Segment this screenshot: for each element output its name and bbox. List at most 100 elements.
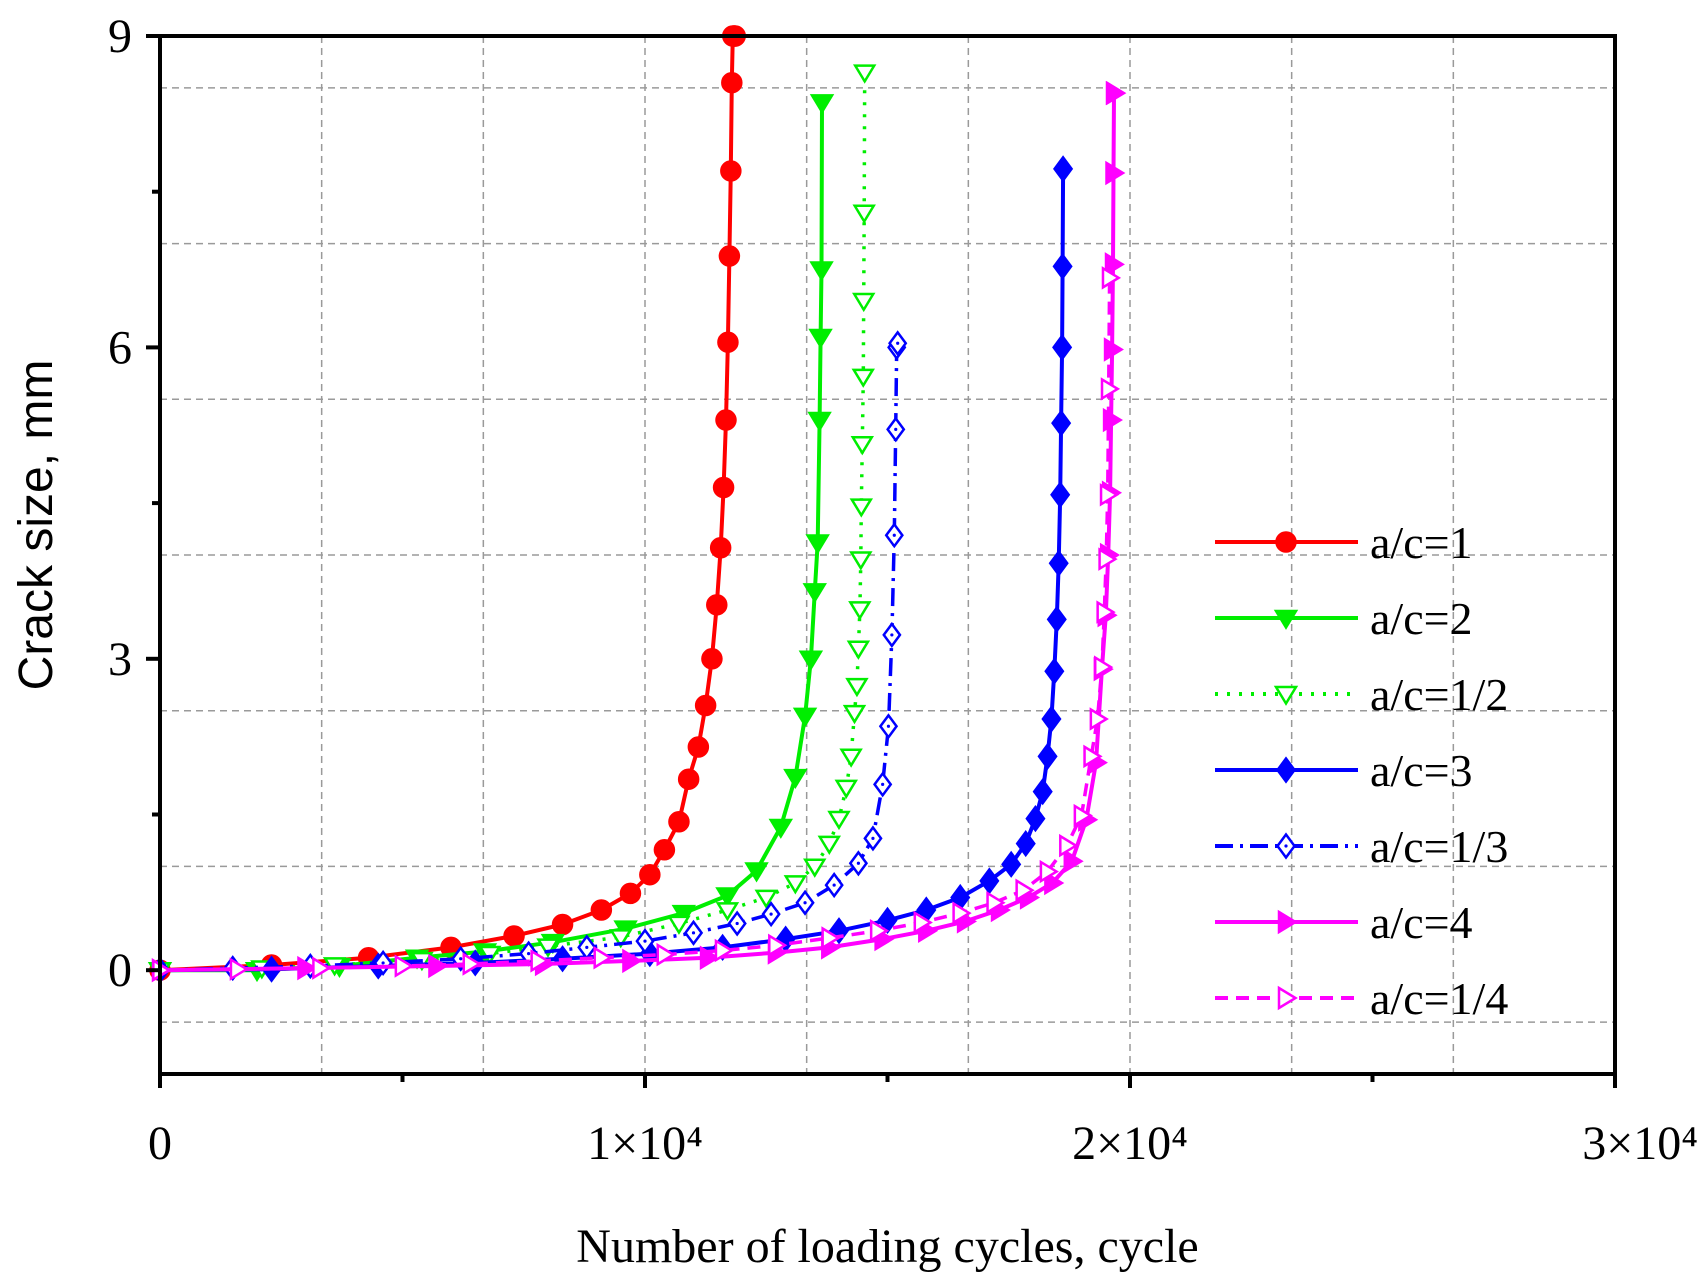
data-point-a-c-1-2 <box>849 551 873 571</box>
data-point-a-c-1-3-dot <box>890 633 894 637</box>
data-point-a-c-1-4 <box>1098 547 1118 571</box>
data-point-a-c-1 <box>706 594 728 616</box>
legend-marker-a-c-1-2 <box>1273 685 1299 706</box>
data-point-a-c-1 <box>619 882 642 905</box>
grid-lines <box>160 36 1615 1074</box>
data-point-a-c-1 <box>709 536 732 559</box>
data-point-a-c-1-2 <box>827 810 851 831</box>
legend-entry-a-c-1: a/c=1 <box>1215 517 1473 568</box>
series-line-a-c-1-2 <box>159 72 867 972</box>
legend-label-a-c-2: a/c=2 <box>1370 593 1473 644</box>
series-a-c-1-2 <box>148 64 877 982</box>
data-point-a-c-1-4 <box>913 910 933 935</box>
data-point-a-c-3 <box>1048 549 1069 577</box>
data-point-a-c-1 <box>639 863 661 886</box>
data-point-a-c-2 <box>798 650 824 671</box>
axis-ticks <box>146 34 1617 1088</box>
data-point-a-c-1-2 <box>839 748 863 768</box>
series-a-c-1 <box>149 25 746 981</box>
legend-marker-a-c-3 <box>1275 756 1297 784</box>
data-point-a-c-1 <box>503 925 525 947</box>
data-point-a-c-2 <box>715 887 740 908</box>
data-point-a-c-1-2 <box>783 875 808 895</box>
data-point-a-c-1-2 <box>846 640 871 660</box>
data-point-a-c-1-2 <box>609 929 633 949</box>
data-point-a-c-1-4 <box>821 926 841 950</box>
data-point-a-c-1-2 <box>667 915 691 935</box>
series-line-a-c-1-3 <box>159 342 900 972</box>
data-point-a-c-1-3-dot <box>643 939 647 943</box>
data-point-a-c-2 <box>802 583 827 604</box>
data-point-a-c-1-3-dot <box>769 912 773 916</box>
data-point-a-c-1-4 <box>1083 744 1103 769</box>
legend-marker-a-c-1-3-dot <box>1284 844 1288 848</box>
tick-labels: 0 1×10⁴ 2×10⁴ 3×10⁴ 0 3 6 9 <box>108 10 1698 1170</box>
data-point-a-c-1-4 <box>530 949 550 973</box>
series-a-c-1-4 <box>152 266 1122 982</box>
data-point-a-c-3 <box>1041 705 1062 733</box>
data-point-a-c-1 <box>701 648 723 670</box>
data-point-a-c-3 <box>1050 481 1071 509</box>
data-point-a-c-1-4 <box>656 942 676 967</box>
data-point-a-c-1 <box>590 899 613 921</box>
data-point-a-c-1-4 <box>1015 878 1035 902</box>
data-point-a-c-3 <box>1051 409 1072 437</box>
x-tick-label: 0 <box>148 1117 172 1170</box>
legend-label-a-c-1-3: a/c=1/3 <box>1370 821 1508 872</box>
data-point-a-c-4 <box>1104 252 1125 277</box>
data-point-a-c-1-4 <box>1096 600 1116 624</box>
data-point-a-c-1-3-dot <box>871 836 875 840</box>
data-point-a-c-2 <box>805 534 830 555</box>
data-point-a-c-1 <box>717 331 739 353</box>
y-tick-label: 3 <box>108 633 132 686</box>
data-point-a-c-3 <box>1025 805 1046 833</box>
data-point-a-c-1-3-dot <box>381 961 385 965</box>
data-point-a-c-1-2 <box>817 835 842 856</box>
legend-marker-a-c-1 <box>1275 531 1297 553</box>
data-point-a-c-1-2 <box>715 902 740 922</box>
data-point-a-c-4 <box>1106 80 1127 106</box>
data-point-a-c-4 <box>1105 160 1126 186</box>
data-point-a-c-2 <box>807 411 832 432</box>
data-point-a-c-1-3-dot <box>735 921 739 926</box>
data-point-a-c-1-2 <box>850 436 874 456</box>
data-point-a-c-1-2 <box>852 204 876 224</box>
y-axis-title: Crack size, mm <box>10 360 63 691</box>
data-point-a-c-1-2 <box>803 858 827 878</box>
data-point-a-c-1-4 <box>714 938 735 963</box>
data-point-a-c-1-4 <box>1073 803 1093 828</box>
data-point-a-c-1-2 <box>754 889 778 909</box>
data-point-a-c-1-4 <box>593 946 613 970</box>
x-tick-label: 3×10⁴ <box>1582 1117 1698 1170</box>
series-line-a-c-3 <box>159 168 1066 973</box>
legend-marker-a-c-1-4 <box>1277 985 1298 1011</box>
legend: a/c=1 a/c=2 a/c=1/2 a/c=3 a/c=1/3 a/c=4 a/c=1/… <box>1215 517 1508 1024</box>
data-point-a-c-1-4 <box>1089 707 1109 731</box>
data-point-a-c-3 <box>1044 657 1065 685</box>
data-point-a-c-1 <box>694 694 717 717</box>
data-point-a-c-3 <box>1053 155 1074 183</box>
data-point-a-c-1 <box>715 409 737 431</box>
series-line-a-c-4 <box>159 91 1116 973</box>
data-point-a-c-2 <box>671 904 697 926</box>
data-point-a-c-2 <box>744 862 769 883</box>
legend-label-a-c-1: a/c=1 <box>1370 517 1473 568</box>
data-point-a-c-1-3-dot <box>585 945 589 949</box>
data-point-a-c-2 <box>783 768 808 790</box>
data-point-a-c-1-4 <box>1039 859 1059 884</box>
data-point-a-c-1-3-dot <box>881 782 885 786</box>
data-point-a-c-1-3-dot <box>459 957 463 961</box>
data-point-a-c-1 <box>712 476 735 499</box>
data-point-a-c-2 <box>768 818 794 839</box>
data-point-a-c-1 <box>668 811 690 833</box>
data-point-a-c-1-2 <box>852 64 877 84</box>
legend-entry-a-c-2: a/c=2 <box>1215 593 1473 644</box>
data-point-a-c-1-4 <box>1093 655 1114 679</box>
data-point-a-c-1 <box>721 71 743 94</box>
data-point-a-c-1-2 <box>834 779 858 799</box>
data-point-a-c-3 <box>1015 829 1036 858</box>
data-point-a-c-1 <box>687 736 710 758</box>
data-point-a-c-1-4 <box>986 891 1006 915</box>
legend-label-a-c-3: a/c=3 <box>1370 745 1473 796</box>
data-point-a-c-1-3-dot <box>892 533 896 537</box>
